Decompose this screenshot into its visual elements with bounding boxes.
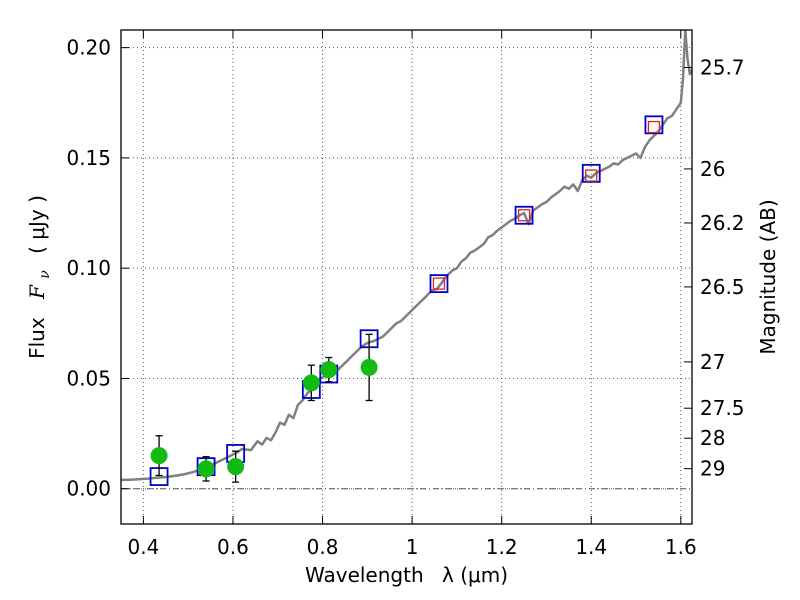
model-photometry-square (644, 115, 664, 135)
y-tick-label: 0.20 (66, 36, 111, 60)
plot-area (121, 30, 692, 486)
y2-tick-label: 27 (700, 350, 725, 374)
y2-tick-label: 27.5 (700, 396, 745, 420)
y-axis-label-subscript: ν (37, 270, 53, 279)
y2-tick-label: 26.2 (700, 211, 745, 235)
y-tick-label: 0.00 (66, 477, 111, 501)
spectrum-line (121, 30, 692, 482)
y2-tick-label: 28 (700, 426, 725, 450)
y-tick-label: 0.10 (66, 256, 111, 280)
x-tick-label: 0.6 (217, 535, 249, 559)
observed-photometry-point (197, 460, 215, 478)
y-tick-label: 0.15 (66, 146, 111, 170)
y2-tick-label: 25.7 (700, 55, 745, 79)
x-tick-label: 0.8 (307, 535, 339, 559)
red-square-marker (585, 169, 598, 182)
observed-photometry-point (320, 361, 338, 379)
x-tick-label: 1.4 (575, 535, 607, 559)
x-tick-label: 1.2 (486, 535, 518, 559)
x-tick-label: 0.4 (127, 535, 159, 559)
y-axis-label-unit: ( μJy ) (25, 195, 49, 254)
y-tick-label: 0.05 (66, 366, 111, 390)
plot-frame (120, 29, 693, 525)
y2-tick-label: 26 (700, 157, 725, 181)
model-photometry-square (429, 274, 449, 294)
y2-axis-label: Magnitude (AB) (756, 199, 780, 354)
plot-clipped-group (121, 30, 692, 486)
red-square-marker (432, 277, 446, 290)
model-photometry-square (514, 205, 534, 225)
y2-tick-label: 29 (700, 457, 725, 481)
x-tick-label: 1.6 (665, 535, 697, 559)
axis-ticks: 0.4 0.6 0.8 1 1.2 1.4 1.6 0.00 0.05 0.10 0.15 0.20 2… (66, 30, 745, 559)
grid (121, 30, 692, 524)
x-axis-label-symbol: λ (μm) (442, 563, 508, 587)
observed-photometry-point (150, 447, 168, 465)
x-axis-label: Wavelength λ (μm) (305, 563, 508, 587)
model-photometry-square (581, 163, 601, 183)
x-axis-label-text: Wavelength (305, 563, 424, 587)
x-tick-label: 1 (406, 535, 419, 559)
observed-photometry-point (360, 358, 378, 376)
red-square-marker (647, 120, 661, 134)
y-axis-label-symbol: F (25, 284, 49, 300)
y-axis-label-text: Flux (25, 317, 49, 359)
observed-photometry-point (227, 458, 245, 476)
red-square-marker (517, 209, 531, 222)
y-axis-label: Flux F ν ( μJy ) (25, 195, 54, 359)
y2-tick-label: 26.5 (700, 275, 745, 299)
observed-photometry-point (302, 374, 320, 392)
